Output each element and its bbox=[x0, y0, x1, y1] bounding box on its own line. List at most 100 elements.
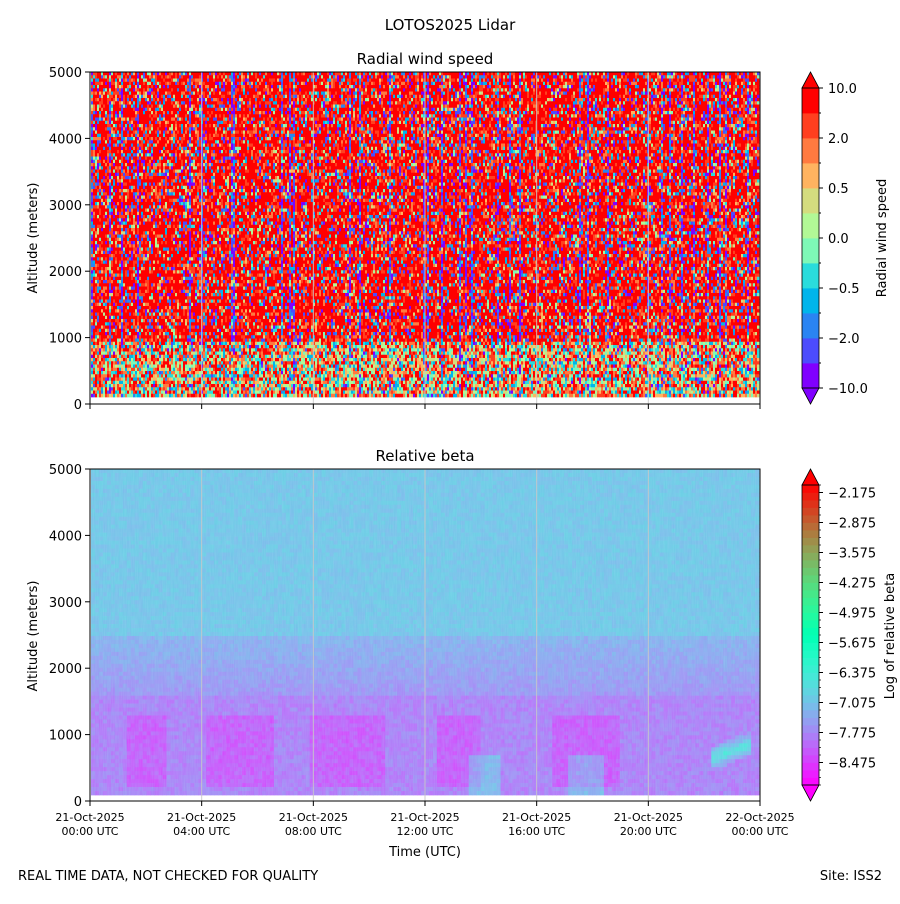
wind-cell bbox=[93, 150, 96, 154]
wind-cell bbox=[91, 241, 94, 245]
wind-cell bbox=[91, 153, 94, 157]
wind-cell bbox=[91, 133, 94, 138]
wind-cell bbox=[91, 111, 94, 115]
wind-cell bbox=[93, 185, 96, 190]
wind-cell bbox=[93, 78, 96, 83]
wind-cell bbox=[91, 120, 94, 125]
wind-cell bbox=[91, 182, 94, 187]
wind-cell bbox=[93, 215, 96, 219]
wind-cell bbox=[91, 78, 94, 83]
wind-cell bbox=[93, 234, 96, 239]
wind-cell bbox=[91, 159, 94, 164]
wind-cell bbox=[91, 81, 94, 86]
wind-cell bbox=[91, 364, 94, 369]
wind-cell bbox=[93, 247, 96, 252]
wind-cell bbox=[91, 270, 94, 274]
wind-cell bbox=[93, 202, 96, 206]
wind-cell bbox=[91, 72, 94, 76]
wind-cell bbox=[93, 107, 96, 112]
wind-cell bbox=[91, 390, 94, 395]
wind-cell bbox=[91, 195, 94, 200]
wind-cell bbox=[91, 146, 94, 151]
wind-cell bbox=[91, 332, 94, 336]
wind-cell bbox=[93, 75, 96, 79]
wind-cell bbox=[91, 179, 94, 183]
wind-cell bbox=[93, 221, 96, 226]
wind-cell bbox=[93, 250, 96, 255]
wind-cell bbox=[93, 88, 96, 92]
wind-cell bbox=[91, 85, 94, 89]
wind-cell bbox=[93, 176, 96, 180]
wind-cell bbox=[93, 244, 96, 248]
wind-cell bbox=[93, 228, 96, 232]
wind-cell bbox=[91, 234, 94, 239]
wind-cell bbox=[93, 208, 96, 213]
wind-cell bbox=[91, 387, 94, 391]
wind-cell bbox=[91, 237, 94, 242]
wind-cell bbox=[91, 211, 94, 216]
wind-cell bbox=[93, 254, 96, 258]
wind-cell bbox=[93, 163, 96, 167]
wind-cell bbox=[91, 91, 94, 96]
wind-cell bbox=[93, 218, 96, 222]
wind-panel: Radial wind speed 010002000300040005000 … bbox=[26, 50, 761, 413]
wind-cell bbox=[91, 98, 94, 102]
wind-cell bbox=[91, 328, 94, 333]
wind-cell bbox=[91, 163, 94, 167]
wind-cell bbox=[91, 198, 94, 203]
wind-cell bbox=[91, 263, 94, 268]
wind-cell bbox=[91, 345, 94, 349]
wind-cell bbox=[91, 192, 94, 196]
wind-cell bbox=[93, 192, 96, 196]
wind-cell bbox=[93, 211, 96, 216]
wind-cell bbox=[91, 166, 94, 170]
wind-cell bbox=[93, 85, 96, 89]
wind-cell bbox=[91, 367, 94, 372]
wind-cell bbox=[91, 185, 94, 190]
wind-cell bbox=[93, 224, 96, 229]
wind-cell bbox=[91, 335, 94, 339]
wind-cell bbox=[91, 384, 94, 388]
wind-cell bbox=[91, 380, 94, 385]
wind-cell bbox=[93, 137, 96, 141]
wind-cell bbox=[91, 276, 94, 281]
wind-cell bbox=[91, 312, 94, 317]
wind-cell bbox=[93, 130, 96, 135]
wind-cell bbox=[93, 205, 96, 209]
wind-cell bbox=[93, 94, 96, 99]
wind-cell bbox=[93, 189, 96, 193]
wind-cell bbox=[93, 72, 96, 76]
wind-cell bbox=[93, 146, 96, 151]
wind-cell bbox=[91, 247, 94, 252]
wind-cell bbox=[91, 377, 94, 382]
wind-cell bbox=[91, 302, 94, 307]
wind-cell bbox=[91, 218, 94, 222]
wind-cell bbox=[91, 361, 94, 365]
wind-cell bbox=[91, 351, 94, 356]
wind-cell bbox=[93, 241, 96, 245]
wind-cell bbox=[91, 137, 94, 141]
wind-cell bbox=[93, 179, 96, 183]
wind-cell bbox=[91, 273, 94, 278]
wind-cell bbox=[91, 75, 94, 79]
wind-cell bbox=[91, 202, 94, 206]
wind-cell bbox=[91, 114, 94, 118]
wind-cell bbox=[93, 81, 96, 86]
wind-cell bbox=[91, 94, 94, 99]
wind-cell bbox=[91, 338, 94, 343]
wind-cell bbox=[93, 117, 96, 122]
wind-cell bbox=[91, 224, 94, 229]
wind-cell bbox=[93, 153, 96, 157]
wind-cell bbox=[91, 244, 94, 248]
wind-cell bbox=[91, 293, 94, 297]
wind-cell bbox=[93, 169, 96, 174]
wind-cell bbox=[93, 111, 96, 115]
wind-cell bbox=[91, 169, 94, 174]
wind-cell bbox=[93, 140, 96, 144]
figure-title: LOTOS2025 Lidar bbox=[385, 16, 516, 34]
wind-cell bbox=[91, 319, 94, 323]
wind-cell bbox=[93, 133, 96, 138]
wind-cell bbox=[93, 91, 96, 96]
wind-cell bbox=[91, 140, 94, 144]
